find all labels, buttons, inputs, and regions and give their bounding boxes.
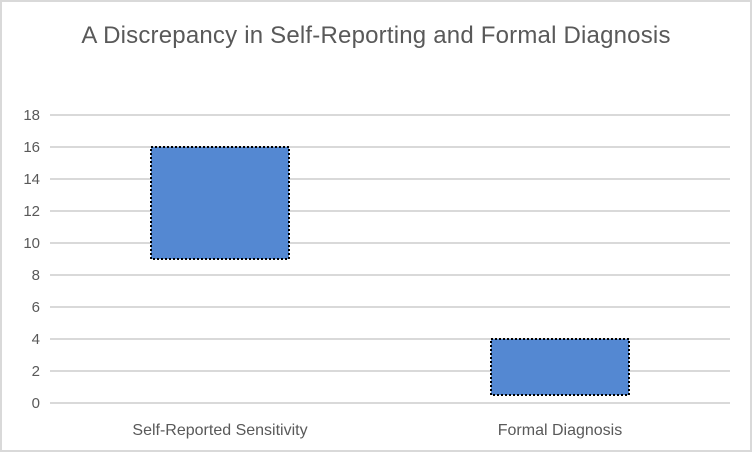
chart-title: A Discrepancy in Self-Reporting and Form…	[81, 22, 671, 49]
y-axis-tick-label: 12	[23, 203, 40, 220]
data-bar[interactable]	[150, 146, 290, 260]
y-axis-tick-label: 0	[32, 395, 40, 412]
y-axis-tick-label: 14	[23, 171, 40, 188]
y-axis-tick-label: 2	[32, 363, 40, 380]
y-axis-tick-label: 10	[23, 235, 40, 252]
y-axis-tick-label: 18	[23, 107, 40, 124]
x-axis-category-label: Formal Diagnosis	[498, 422, 622, 439]
x-axis-category-label: Self-Reported Sensitivity	[132, 422, 307, 439]
data-bar[interactable]	[490, 338, 630, 396]
y-axis-tick-label: 16	[23, 139, 40, 156]
y-axis-tick-label: 4	[32, 331, 40, 348]
y-axis-tick-label: 6	[32, 299, 40, 316]
y-axis-tick-label: 8	[32, 267, 40, 284]
